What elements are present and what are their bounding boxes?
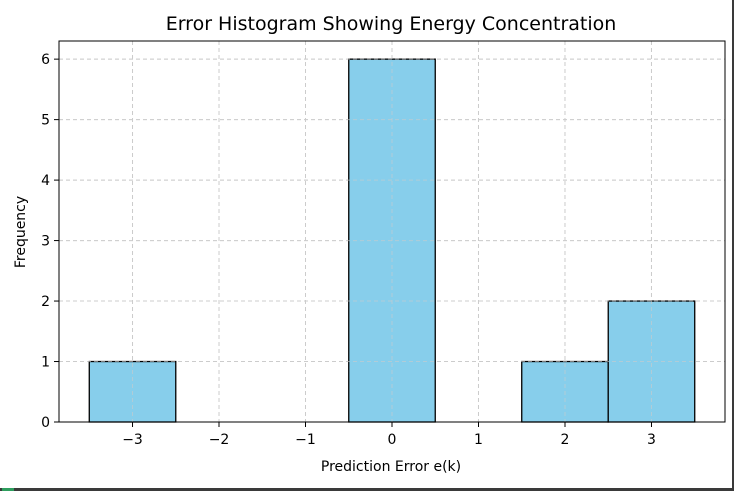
y-axis-ticks: 0 1 2 3 4 5 6 bbox=[41, 52, 59, 431]
x-tick-label: −2 bbox=[209, 432, 230, 448]
y-tick-label: 2 bbox=[41, 294, 50, 310]
x-tick-label: 0 bbox=[388, 432, 397, 448]
bottom-accent-marker bbox=[2, 488, 14, 491]
y-tick-label: 1 bbox=[41, 355, 50, 371]
y-axis-label: Frequency bbox=[13, 196, 29, 268]
x-tick-label: 3 bbox=[647, 432, 656, 448]
y-tick-label: 0 bbox=[41, 415, 50, 431]
histogram-bars bbox=[59, 41, 725, 423]
window-right-border bbox=[732, 0, 734, 488]
y-tick-label: 3 bbox=[41, 234, 50, 250]
y-tick-label: 6 bbox=[41, 52, 50, 68]
x-tick-label: −1 bbox=[295, 432, 316, 448]
window-bottom-border bbox=[0, 488, 734, 491]
y-tick-label: 5 bbox=[41, 113, 50, 129]
x-tick-label: 2 bbox=[561, 432, 570, 448]
y-tick-label: 4 bbox=[41, 173, 50, 189]
x-tick-label: −3 bbox=[122, 432, 143, 448]
x-axis-label: Prediction Error e(k) bbox=[321, 459, 461, 475]
chart-title: Error Histogram Showing Energy Concentra… bbox=[166, 13, 617, 35]
x-axis-ticks: −3 −2 −1 0 1 2 3 bbox=[122, 422, 656, 448]
x-tick-label: 1 bbox=[474, 432, 483, 448]
